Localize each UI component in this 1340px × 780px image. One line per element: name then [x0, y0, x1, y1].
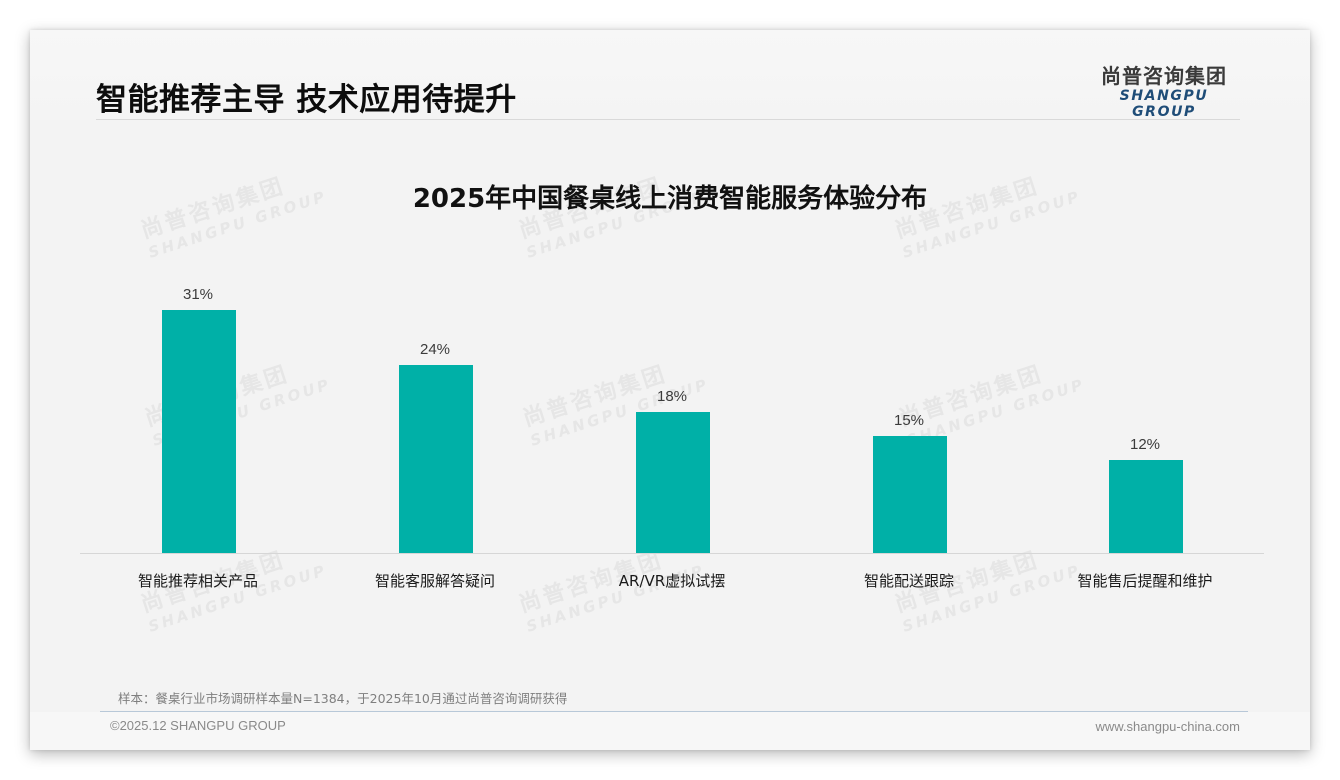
category-label: AR/VR虚拟试摆: [618, 572, 726, 590]
website-link[interactable]: www.shangpu-china.com: [1095, 719, 1240, 734]
bar: [162, 310, 236, 554]
bar-value-label: 12%: [1129, 436, 1161, 453]
chart-title: 2025年中国餐桌线上消费智能服务体验分布: [412, 184, 928, 214]
category-label: 智能客服解答疑问: [374, 572, 495, 590]
bar-group: 31%: [80, 250, 316, 554]
bar: [1109, 460, 1183, 554]
bar-value-label: 31%: [182, 286, 214, 303]
title-divider: [96, 119, 1240, 120]
sample-note: 样本：餐桌行业市场调研样本量N=1384，于2025年10月通过尚普咨询调研获得: [118, 691, 568, 706]
slide: 尚普咨询集团 SHANGPU GROUP 尚普咨询集团 SHANGPU GROU…: [30, 30, 1310, 750]
bar-group: 15%: [791, 250, 1027, 554]
footer-band: [30, 712, 1310, 750]
logo-cn-text: 尚普咨询集团: [1101, 64, 1227, 88]
copyright-text: ©2025.12 SHANGPU GROUP: [110, 718, 286, 733]
x-axis-line: [80, 553, 1264, 554]
category-label: 智能推荐相关产品: [137, 572, 258, 590]
bar-group: 24%: [317, 250, 553, 554]
category-label: 智能售后提醒和维护: [1077, 572, 1213, 590]
category-label: 智能配送跟踪: [863, 572, 954, 590]
company-logo: 尚普咨询集团 SHANGPU GROUP: [1088, 64, 1240, 120]
bar: [399, 365, 473, 554]
bar-value-label: 15%: [893, 412, 925, 429]
bar-group: 12%: [1027, 250, 1263, 554]
bar-group: 18%: [554, 250, 790, 554]
page-title: 智能推荐主导 技术应用待提升: [96, 82, 517, 118]
header-band: [30, 30, 1310, 120]
bar: [873, 436, 947, 554]
bar-value-label: 24%: [419, 341, 451, 358]
bar-value-label: 18%: [656, 388, 688, 405]
bar-chart-plot: 31% 24% 18% 15% 12%: [80, 250, 1264, 554]
bar: [636, 412, 710, 554]
footer-divider: [100, 711, 1248, 712]
logo-en-text: SHANGPU GROUP: [1119, 88, 1209, 120]
